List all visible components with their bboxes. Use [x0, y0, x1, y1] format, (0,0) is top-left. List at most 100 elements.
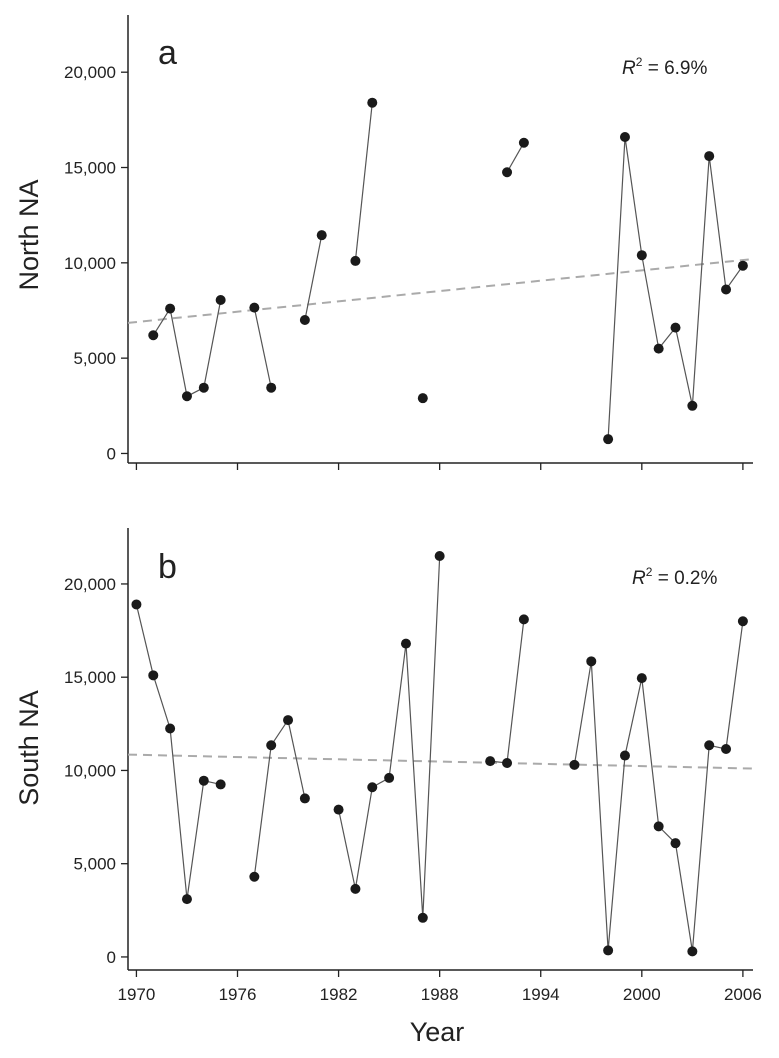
- x-axis-title: Year: [410, 1017, 465, 1047]
- panel-b-data-point: [502, 757, 513, 768]
- panel-a-r2-var: R: [622, 58, 636, 79]
- panel-a-y-tick-label: 20,000: [64, 63, 116, 82]
- panel-b-data-point: [670, 838, 681, 849]
- panel-a-r2-sup: 2: [636, 55, 643, 69]
- panel-b-data-point: [434, 550, 445, 561]
- panel-b-data-point: [704, 740, 715, 751]
- panel-b-data-point: [687, 946, 698, 957]
- panel-a-data-point: [215, 295, 226, 306]
- panel-b-data-point: [350, 883, 361, 894]
- panel-a-y-ticks: 0 5,000 10,000 15,000 20,000: [64, 63, 128, 463]
- panel-b-series: [131, 550, 748, 957]
- panel-a-r2-value: = 6.9%: [642, 58, 707, 79]
- panel-b-y-axis-title: South NA: [14, 690, 44, 806]
- panel-a-chart: 0 5,000 10,000 15,000 20,000 a R2 = 6.9% Nor…: [14, 15, 754, 470]
- panel-b-data-point: [198, 775, 209, 786]
- panel-b-data-point: [165, 723, 176, 734]
- panel-b-data-point: [653, 821, 664, 832]
- panel-a-letter: a: [158, 34, 177, 72]
- panel-b-data-point: [721, 744, 732, 754]
- panel-a-data-point: [687, 400, 698, 411]
- panel-b-data-point: [619, 750, 630, 761]
- panel-a-data-point: [603, 434, 614, 445]
- panel-a-data-point: [165, 303, 176, 314]
- panel-b-data-point: [400, 638, 411, 649]
- panel-b-data-point: [181, 894, 192, 905]
- panel-a-series-line: [253, 307, 272, 388]
- panel-b-data-point: [485, 756, 496, 767]
- panel-b-r2-value: = 0.2%: [652, 568, 717, 589]
- panel-b-x-ticks: 1970 1976 1982 1988 1994 2000 2006: [118, 970, 762, 1004]
- panel-a-series: [148, 97, 748, 445]
- panel-b-data-point: [215, 779, 226, 790]
- panel-b-r2-annotation: R2 = 0.2%: [632, 565, 717, 589]
- panel-b-data-point: [569, 759, 580, 770]
- panel-a-trend: [127, 258, 754, 324]
- panel-a-trend-line: [127, 258, 754, 324]
- panel-a-y-tick-label: 5,000: [73, 349, 116, 368]
- x-tick-label: 1988: [421, 985, 459, 1004]
- panel-a-data-point: [299, 315, 310, 326]
- panel-b-data-point: [148, 670, 159, 681]
- panel-a-series-line: [506, 142, 525, 173]
- panel-a-data-point: [721, 284, 732, 295]
- panel-b-data-point: [131, 599, 142, 610]
- panel-a-data-point: [704, 151, 715, 162]
- panel-b-series-line: [135, 604, 221, 900]
- x-tick-label: 1982: [320, 985, 358, 1004]
- panel-b-trend-line: [127, 753, 754, 770]
- panel-a-y-tick-label: 10,000: [64, 254, 116, 273]
- panel-b-data-point: [518, 614, 529, 625]
- panel-b-r2-var: R: [632, 568, 646, 589]
- panel-a-data-point: [417, 393, 428, 404]
- panel-a-data-point: [316, 230, 327, 241]
- panel-a-data-point: [518, 137, 529, 148]
- panel-b-data-point: [586, 656, 597, 667]
- panel-a-y-tick-label: 15,000: [64, 159, 116, 178]
- panel-b-data-point: [283, 715, 294, 726]
- panel-a-data-point: [670, 322, 681, 333]
- panel-b-data-point: [299, 793, 310, 804]
- x-tick-label: 2000: [623, 985, 661, 1004]
- panel-b-y-tick-label: 15,000: [64, 668, 116, 687]
- panel-a-data-point: [181, 391, 192, 402]
- panel-b-series-line: [490, 619, 525, 764]
- panel-a-data-point: [619, 132, 630, 143]
- x-tick-label: 2006: [724, 985, 762, 1004]
- panel-a-data-point: [636, 250, 647, 261]
- panel-a-y-axis-title: North NA: [14, 179, 44, 290]
- panel-a-data-point: [653, 343, 664, 354]
- x-tick-label: 1994: [522, 985, 560, 1004]
- panel-b-data-point: [249, 871, 260, 882]
- panel-b-data-point: [384, 772, 395, 783]
- panel-b-series-line: [253, 718, 306, 877]
- panel-b-data-point: [603, 945, 614, 956]
- panel-b-data-point: [636, 673, 647, 684]
- panel-b-r2-sup: 2: [646, 565, 653, 579]
- panel-b-letter: b: [158, 548, 177, 586]
- panel-b-trend: [127, 753, 754, 770]
- panel-a-data-point: [148, 330, 159, 341]
- x-tick-label: 1970: [118, 985, 156, 1004]
- panel-a-data-point: [266, 382, 277, 393]
- panel-b-data-point: [266, 740, 277, 751]
- panel-a-data-point: [249, 302, 260, 313]
- panel-a-r2-annotation: R2 = 6.9%: [622, 55, 707, 79]
- panel-a-x-ticks: [135, 463, 744, 470]
- panel-a-series-line: [354, 102, 373, 261]
- panel-b-data-point: [333, 804, 344, 815]
- panel-b-y-tick-label: 20,000: [64, 575, 116, 594]
- panel-a-data-point: [737, 260, 748, 271]
- x-tick-label: 1976: [219, 985, 257, 1004]
- panel-b-data-point: [737, 616, 748, 627]
- panel-a-series-line: [304, 235, 323, 321]
- panel-b-series-line: [338, 555, 441, 918]
- panel-a-y-tick-label: 0: [107, 444, 116, 463]
- panel-a-data-point: [350, 255, 361, 266]
- panel-b-data-point: [417, 912, 428, 923]
- panel-b-data-point: [367, 782, 378, 793]
- panel-b-y-tick-label: 10,000: [64, 761, 116, 780]
- panel-b-series-line: [573, 621, 744, 952]
- panel-a-data-point: [502, 167, 513, 178]
